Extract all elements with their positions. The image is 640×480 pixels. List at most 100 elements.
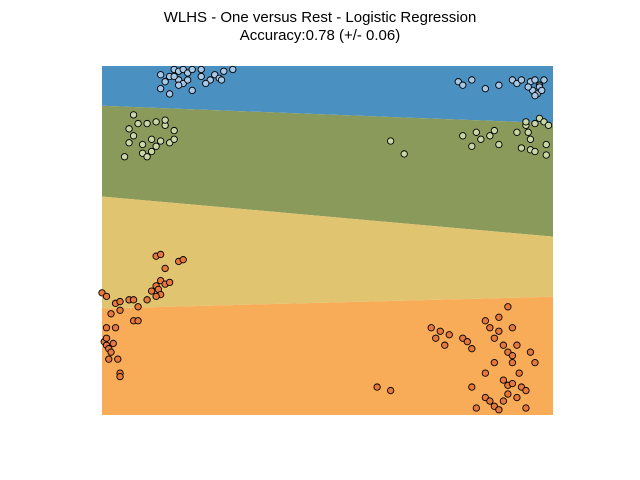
- data-point: [179, 256, 187, 264]
- data-point: [495, 327, 503, 335]
- data-point: [513, 393, 521, 402]
- data-point: [513, 341, 521, 349]
- data-point: [499, 397, 508, 405]
- data-point: [472, 404, 480, 412]
- data-point: [522, 386, 530, 395]
- data-point: [170, 135, 178, 143]
- data-point: [125, 139, 133, 147]
- data-point: [495, 140, 503, 149]
- data-point: [486, 132, 494, 140]
- data-point: [109, 339, 117, 348]
- data-point: [508, 352, 517, 360]
- data-point: [156, 137, 165, 145]
- data-point: [114, 355, 122, 363]
- data-point: [472, 128, 480, 136]
- data-point: [524, 83, 532, 91]
- data-point: [156, 71, 165, 79]
- data-point: [170, 126, 178, 135]
- data-point: [202, 79, 210, 88]
- data-point: [134, 303, 142, 311]
- chart-title: WLHS - One versus Rest - Logistic Regres…: [163, 9, 477, 26]
- data-point: [116, 306, 124, 314]
- data-point: [197, 65, 205, 74]
- data-point: [436, 327, 444, 335]
- data-point: [486, 397, 494, 405]
- data-point: [490, 334, 499, 342]
- data-point: [459, 132, 467, 140]
- data-point: [495, 313, 503, 321]
- data-point: [175, 81, 183, 89]
- data-point: [161, 78, 169, 86]
- data-point: [508, 358, 517, 367]
- data-point: [165, 90, 174, 98]
- data-point: [508, 379, 517, 388]
- data-point: [386, 386, 395, 395]
- data-point: [129, 296, 138, 304]
- data-point: [129, 132, 138, 140]
- data-point: [152, 118, 160, 126]
- decision-region-class-2: [102, 196, 553, 309]
- data-point: [156, 85, 165, 93]
- data-point: [138, 140, 147, 149]
- data-point: [220, 67, 228, 75]
- data-point: [116, 372, 124, 381]
- data-point: [134, 119, 142, 128]
- data-point: [490, 126, 499, 135]
- data-point: [486, 324, 494, 332]
- data-point: [373, 383, 381, 391]
- data-point: [504, 303, 512, 311]
- data-point: [513, 128, 521, 136]
- data-point: [531, 119, 539, 128]
- data-point: [526, 348, 535, 356]
- data-point: [147, 147, 156, 156]
- data-point: [522, 118, 530, 126]
- data-point: [143, 296, 151, 304]
- chart-subtitle: Accuracy:0.78 (+/- 0.06): [239, 27, 401, 44]
- data-point: [165, 278, 174, 287]
- data-point: [102, 334, 111, 342]
- data-point: [143, 119, 151, 128]
- data-point: [526, 135, 535, 143]
- data-point: [542, 140, 550, 149]
- data-point: [481, 85, 489, 93]
- data-point: [477, 135, 485, 143]
- data-point: [499, 376, 508, 384]
- data-point: [499, 341, 508, 349]
- series-class-1: [120, 111, 553, 161]
- data-point: [107, 348, 115, 356]
- data-point: [129, 111, 138, 119]
- decision-region-class-1: [102, 105, 553, 237]
- data-point: [161, 264, 169, 273]
- data-point: [188, 86, 196, 95]
- data-point: [524, 128, 532, 136]
- data-point: [481, 369, 489, 377]
- data-point: [538, 86, 546, 95]
- data-point: [463, 338, 471, 346]
- data-point: [508, 324, 517, 332]
- data-point: [107, 310, 115, 318]
- data-point: [468, 345, 476, 353]
- decision-region-class-3: [102, 296, 553, 415]
- data-point: [531, 147, 539, 156]
- data-point: [515, 369, 523, 377]
- data-point: [490, 358, 499, 367]
- series-class-0: [156, 65, 548, 100]
- data-point: [459, 81, 467, 89]
- data-point: [540, 76, 548, 84]
- series-class-3: [98, 250, 539, 414]
- data-point: [147, 135, 156, 143]
- data-point: [152, 142, 160, 150]
- data-point: [542, 151, 550, 159]
- data-point: [531, 76, 539, 84]
- data-point: [184, 76, 192, 84]
- data-point: [386, 137, 395, 145]
- data-point: [156, 250, 165, 259]
- decision-region-class-0: [102, 66, 553, 124]
- data-point: [125, 125, 133, 133]
- data-point: [102, 292, 111, 300]
- data-point: [147, 287, 156, 295]
- data-point: [161, 116, 169, 124]
- data-point: [531, 358, 539, 367]
